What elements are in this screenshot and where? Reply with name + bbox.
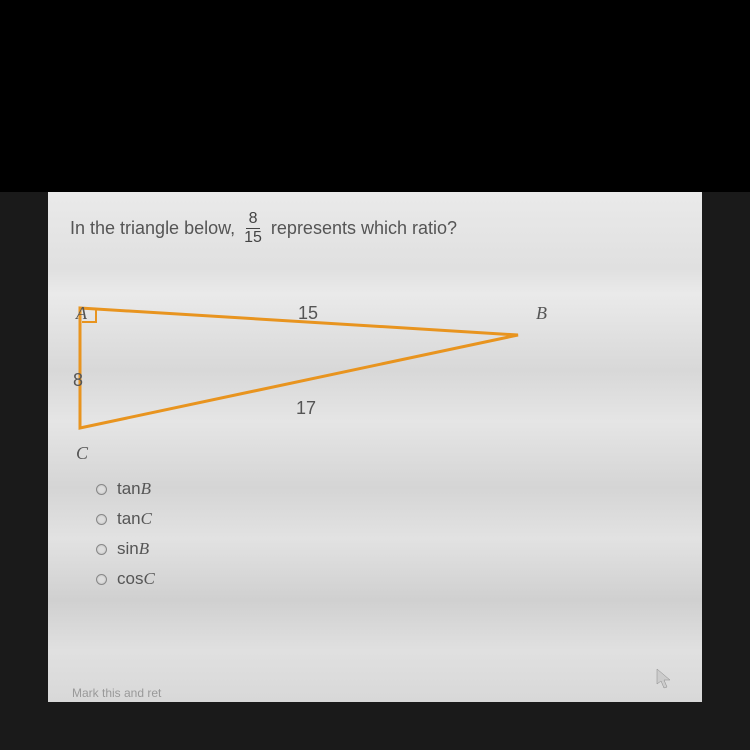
option-cos-c[interactable]: cosC [96,569,680,589]
radio-icon [96,574,107,585]
answer-options: tanB tanC sinB cosC [96,479,680,589]
side-label-ab: 15 [298,303,318,324]
radio-icon [96,544,107,555]
option-tan-b[interactable]: tanB [96,479,680,499]
option-tan-c[interactable]: tanC [96,509,680,529]
side-label-bc: 17 [296,398,316,419]
question-page: In the triangle below, 8 15 represents w… [48,192,702,702]
fraction-denominator: 15 [241,229,265,247]
bottom-hint: Mark this and ret [72,686,161,700]
vertex-label-b: B [536,303,547,324]
question-suffix: represents which ratio? [271,218,457,239]
fraction: 8 15 [241,210,265,246]
option-sin-b[interactable]: sinB [96,539,680,559]
radio-icon [96,514,107,525]
vertex-label-a: A [76,303,87,324]
vertex-label-c: C [76,443,88,464]
question-prefix: In the triangle below, [70,218,235,239]
side-label-ac: 8 [73,370,83,391]
triangle-diagram: A B C 15 8 17 [78,286,558,461]
cursor-icon [656,668,672,690]
radio-icon [96,484,107,495]
fraction-numerator: 8 [246,210,261,229]
question-text: In the triangle below, 8 15 represents w… [70,210,680,246]
